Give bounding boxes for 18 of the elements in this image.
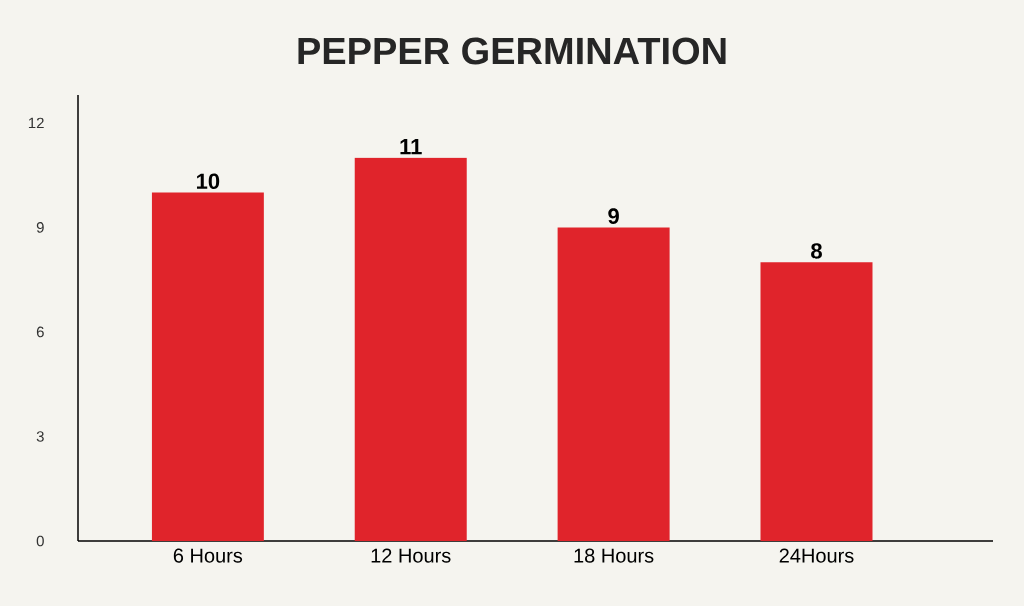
x-tick-label: 24Hours	[779, 548, 854, 563]
chart-title: PEPPER GERMINATION	[298, 37, 726, 65]
y-tick-label: 3	[36, 431, 44, 442]
y-tick-label: 12	[28, 117, 44, 129]
y-tick-label: 0	[36, 535, 44, 547]
x-tick-label: 18 Hours	[574, 548, 654, 563]
x-tick-label: 12 Hours	[371, 548, 451, 563]
x-tick-label: 6 Hours	[173, 548, 243, 563]
bar	[760, 262, 873, 541]
y-tick-label: 6	[36, 326, 44, 338]
data-label: 9	[608, 208, 619, 224]
bar	[151, 192, 264, 541]
bar	[354, 157, 467, 541]
data-label: 10	[196, 173, 220, 190]
data-label: 8	[811, 243, 822, 259]
bar	[557, 227, 670, 541]
y-tick-label: 9	[36, 222, 44, 233]
data-label: 11	[400, 139, 422, 155]
